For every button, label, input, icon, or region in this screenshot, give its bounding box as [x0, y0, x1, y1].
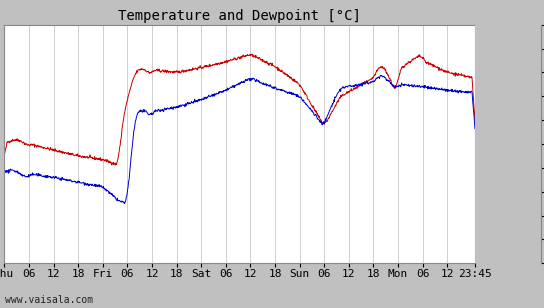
Text: www.vaisala.com: www.vaisala.com — [5, 295, 94, 305]
Text: Temperature and Dewpoint [°C]: Temperature and Dewpoint [°C] — [118, 9, 361, 23]
